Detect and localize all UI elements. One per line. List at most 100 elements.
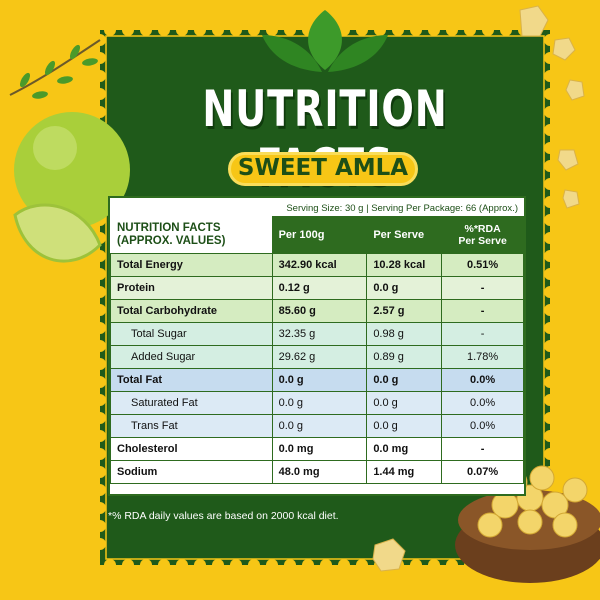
table-row: Total Fat 0.0 g 0.0 g 0.0% <box>110 368 524 392</box>
footnote: *% RDA daily values are based on 2000 kc… <box>108 510 339 522</box>
table-cell: 2.57 g <box>366 299 443 323</box>
scallop <box>266 559 278 571</box>
header-cell: NUTRITION FACTS (APPROX. VALUES) <box>110 216 273 254</box>
scallop <box>194 24 206 36</box>
scallop <box>544 430 556 442</box>
table-cell: 85.60 g <box>271 299 368 323</box>
table-body: Total Energy 342.90 kcal 10.28 kcal 0.51% Pr… <box>110 253 524 484</box>
header-text: NUTRITION FACTS <box>117 222 221 234</box>
table-cell: 0.0 mg <box>366 437 443 461</box>
scallop <box>94 340 106 352</box>
scallop <box>320 559 332 571</box>
scallop <box>212 24 224 36</box>
table-cell: 0.0 mg <box>271 437 368 461</box>
table-cell: 1.78% <box>441 345 524 369</box>
scallop <box>104 559 116 571</box>
header-cell: Per 100g <box>271 216 368 254</box>
table-cell: 0.98 g <box>366 322 443 346</box>
scallop <box>94 88 106 100</box>
scallop <box>94 430 106 442</box>
scallop <box>428 24 440 36</box>
scallop <box>544 178 556 190</box>
leaf <box>328 35 388 72</box>
nutrition-table: Serving Size: 30 g | Serving Per Package… <box>108 196 526 496</box>
scallop <box>94 484 106 496</box>
table-row: Saturated Fat 0.0 g 0.0 g 0.0% <box>110 391 524 415</box>
table-cell: Saturated Fat <box>110 391 273 415</box>
scallop <box>392 24 404 36</box>
scallop <box>544 376 556 388</box>
scallop <box>544 106 556 118</box>
bowl-candies <box>477 465 588 538</box>
header-text: (APPROX. VALUES) <box>117 235 226 247</box>
scallop <box>544 304 556 316</box>
scallop <box>94 322 106 334</box>
table-cell: 48.0 mg <box>271 460 368 484</box>
scallop <box>544 196 556 208</box>
table-cell: - <box>441 322 524 346</box>
scallop <box>544 340 556 352</box>
scallop <box>284 24 296 36</box>
scallop <box>544 358 556 370</box>
table-cell: 0.0 g <box>366 368 443 392</box>
scallop <box>410 559 422 571</box>
scallop <box>94 376 106 388</box>
table-cell: 0.12 g <box>271 276 368 300</box>
scallop <box>94 268 106 280</box>
scallop <box>464 24 476 36</box>
scallop <box>94 502 106 514</box>
scallop <box>500 24 512 36</box>
scallop <box>158 559 170 571</box>
table-cell: Total Energy <box>110 253 273 277</box>
leaf <box>308 10 342 70</box>
scallop <box>544 88 556 100</box>
table-cell: 342.90 kcal <box>271 253 368 277</box>
header-text: Per Serve <box>458 235 507 247</box>
scallop <box>374 24 386 36</box>
scallop <box>140 24 152 36</box>
table-row: Total Energy 342.90 kcal 10.28 kcal 0.51% <box>110 253 524 277</box>
scallop <box>544 34 556 46</box>
scallop <box>544 232 556 244</box>
table-cell: Total Fat <box>110 368 273 392</box>
scallop <box>446 559 458 571</box>
scallop <box>338 559 350 571</box>
scallop <box>544 268 556 280</box>
scallop <box>122 559 134 571</box>
scallop <box>482 24 494 36</box>
table-row: Cholesterol 0.0 mg 0.0 mg - <box>110 437 524 461</box>
scallop <box>140 559 152 571</box>
scallop <box>544 214 556 226</box>
scallop <box>544 142 556 154</box>
table-cell: Total Sugar <box>110 322 273 346</box>
scallop <box>266 24 278 36</box>
table-row: Total Carbohydrate 85.60 g 2.57 g- <box>110 299 524 323</box>
table-row: Added Sugar 29.62 g 0.89 g 1.78% <box>110 345 524 369</box>
scallop <box>544 250 556 262</box>
scallop <box>94 412 106 424</box>
scallop <box>356 559 368 571</box>
table-cell: - <box>441 299 524 323</box>
scallop <box>94 448 106 460</box>
table-cell: 10.28 kcal <box>366 253 443 277</box>
table-cell: 0.0 g <box>366 276 443 300</box>
twig <box>9 39 101 96</box>
table-cell: 0.0% <box>441 391 524 415</box>
scallop <box>284 559 296 571</box>
scallop <box>104 24 116 36</box>
table-row: Trans Fat 0.0 g 0.0 g 0.0% <box>110 414 524 438</box>
scallop <box>230 559 242 571</box>
table-cell: 0.89 g <box>366 345 443 369</box>
scallop <box>94 520 106 532</box>
table-cell: 29.62 g <box>271 345 368 369</box>
table-cell: 0.0 g <box>271 391 368 415</box>
scallop <box>544 448 556 460</box>
table: NUTRITION FACTS (APPROX. VALUES) Per 100g… <box>110 216 524 484</box>
scallop <box>544 394 556 406</box>
table-cell: Added Sugar <box>110 345 273 369</box>
table-cell: 32.35 g <box>271 322 368 346</box>
scallop <box>410 24 422 36</box>
scallop <box>94 286 106 298</box>
scallop <box>94 250 106 262</box>
